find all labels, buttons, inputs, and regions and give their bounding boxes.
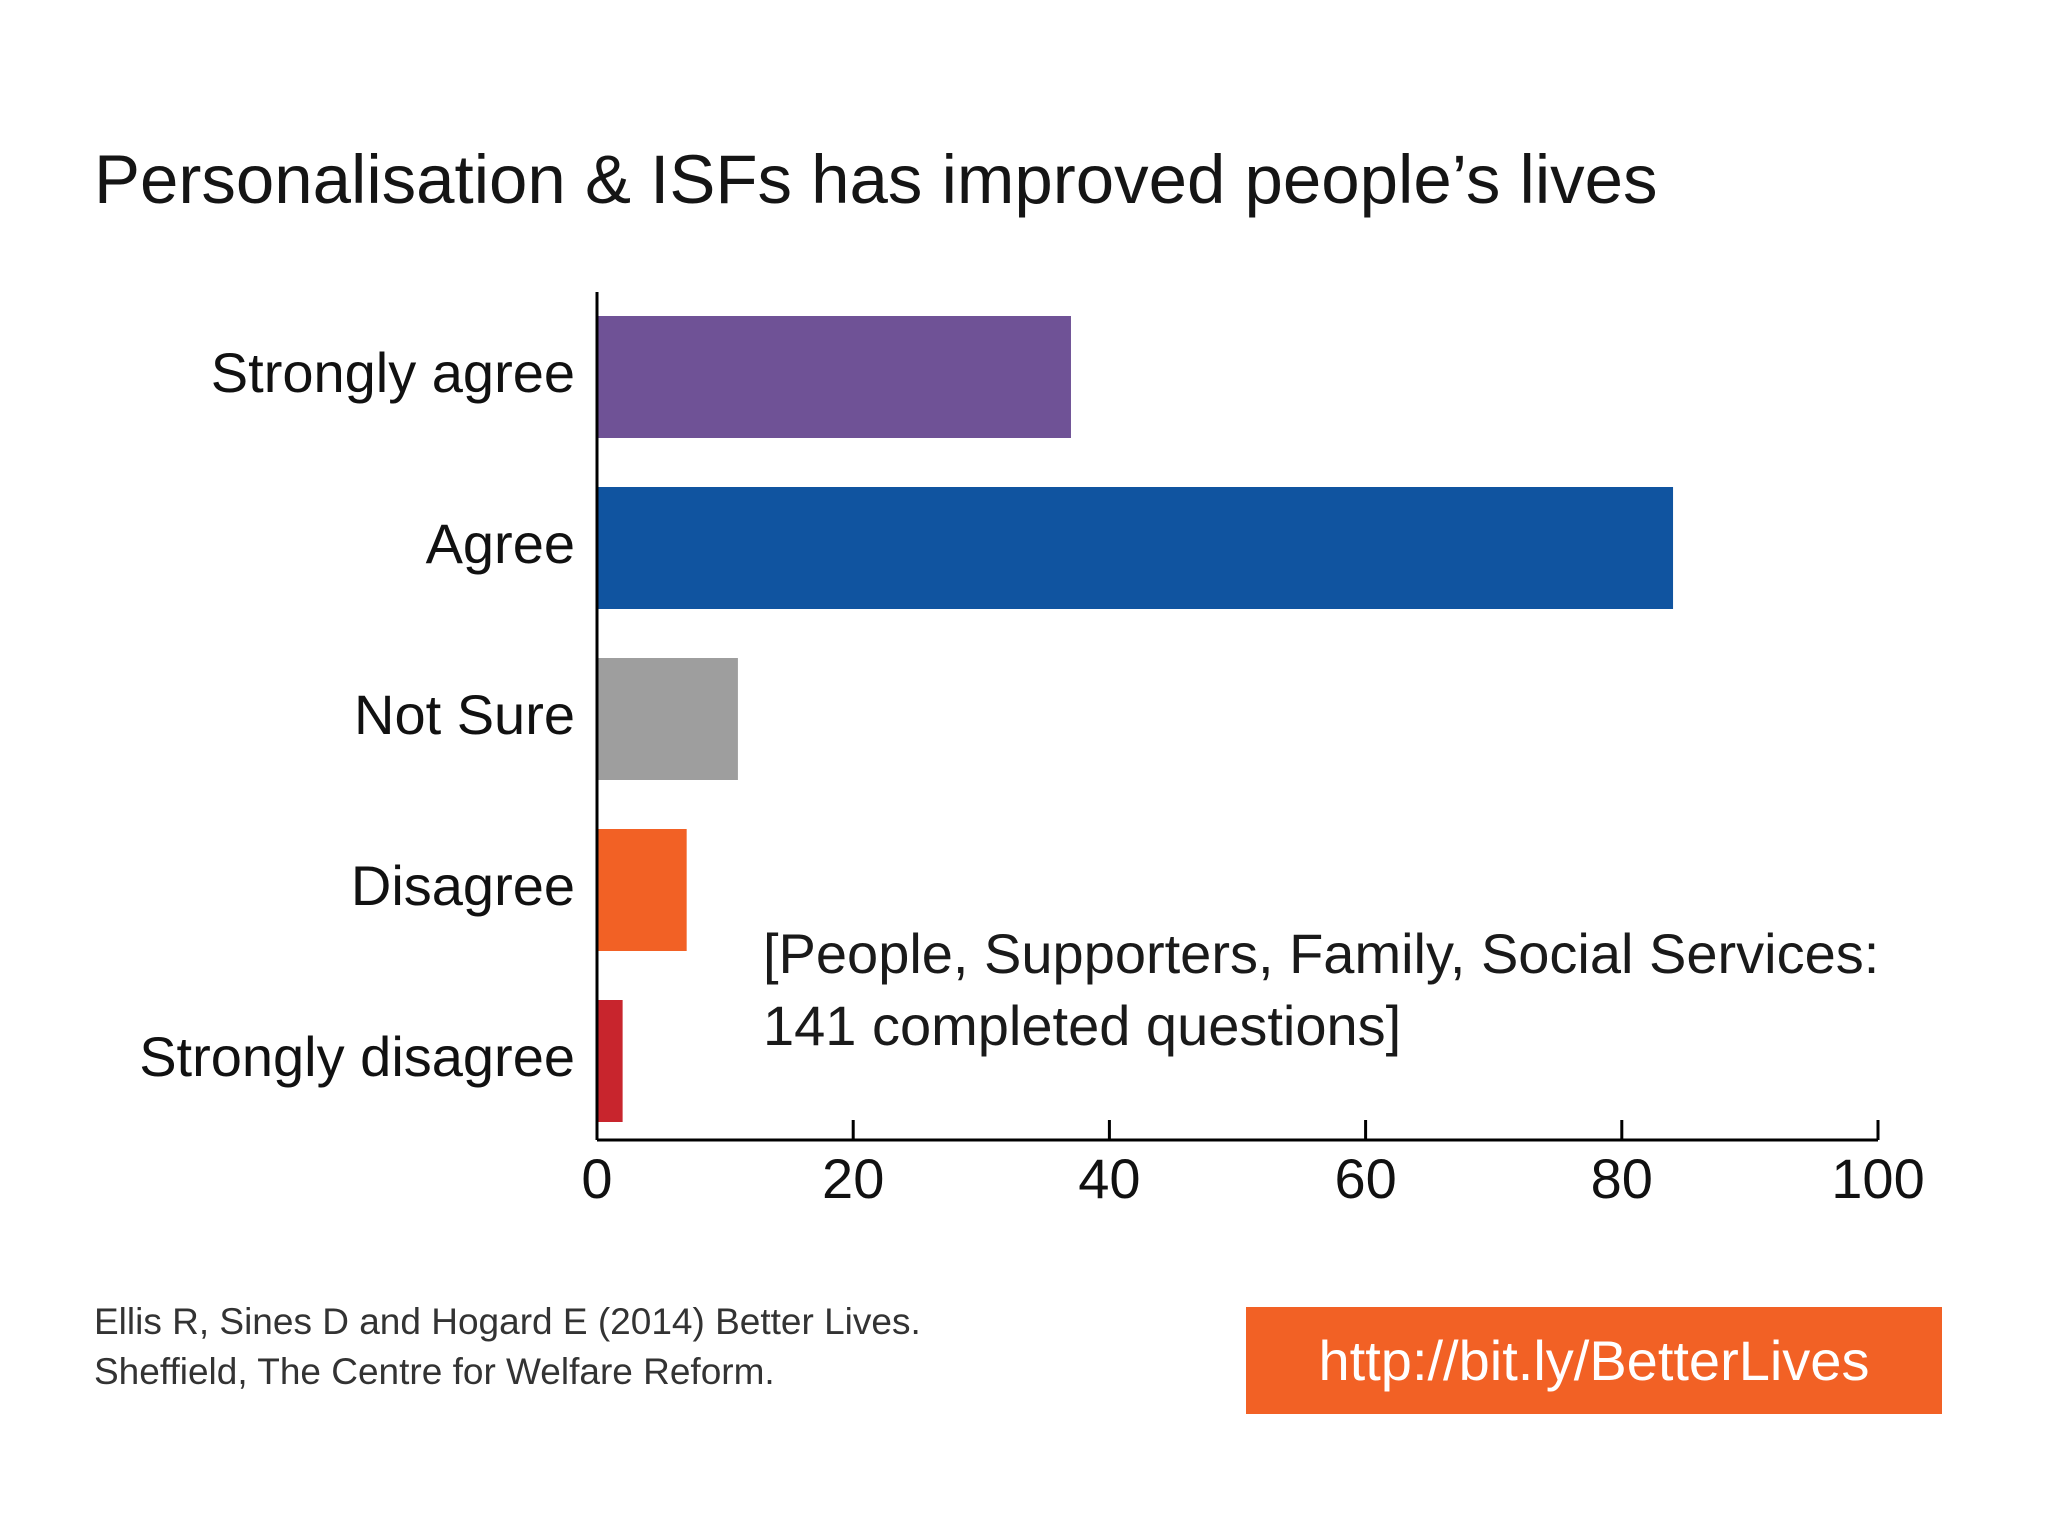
category-label-strongly-agree: Strongly agree bbox=[211, 341, 575, 404]
sample-note-line-2: 141 completed questions] bbox=[763, 994, 1402, 1057]
x-tick-label-80: 80 bbox=[1591, 1147, 1653, 1210]
x-tick-label-40: 40 bbox=[1078, 1147, 1140, 1210]
sample-note: [People, Supporters, Family, Social Serv… bbox=[763, 918, 1879, 1062]
bar-strongly-agree bbox=[597, 316, 1071, 438]
x-tick-label-20: 20 bbox=[822, 1147, 884, 1210]
bar-agree bbox=[597, 487, 1674, 609]
sample-note-line-1: [People, Supporters, Family, Social Serv… bbox=[763, 922, 1880, 985]
x-tick-label-0: 0 bbox=[581, 1147, 612, 1210]
link-url[interactable]: http://bit.ly/BetterLives bbox=[1318, 1329, 1870, 1392]
link-banner[interactable]: http://bit.ly/BetterLives bbox=[1246, 1307, 1942, 1414]
page-title: Personalisation & ISFs has improved peop… bbox=[94, 141, 1658, 218]
citation: Ellis R, Sines D and Hogard E (2014) Bet… bbox=[94, 1297, 921, 1397]
citation-line-1: Ellis R, Sines D and Hogard E (2014) Bet… bbox=[94, 1301, 921, 1342]
category-label-agree: Agree bbox=[426, 512, 575, 575]
bar-disagree bbox=[597, 829, 687, 951]
citation-line-2: Sheffield, The Centre for Welfare Reform… bbox=[94, 1351, 775, 1392]
bar-strongly-disagree bbox=[597, 1000, 623, 1122]
category-label-not-sure: Not Sure bbox=[354, 683, 575, 746]
category-label-strongly-disagree: Strongly disagree bbox=[139, 1025, 575, 1088]
category-label-disagree: Disagree bbox=[351, 854, 575, 917]
x-tick-label-60: 60 bbox=[1334, 1147, 1396, 1210]
bar-not-sure bbox=[597, 658, 738, 780]
x-tick-label-100: 100 bbox=[1831, 1147, 1924, 1210]
